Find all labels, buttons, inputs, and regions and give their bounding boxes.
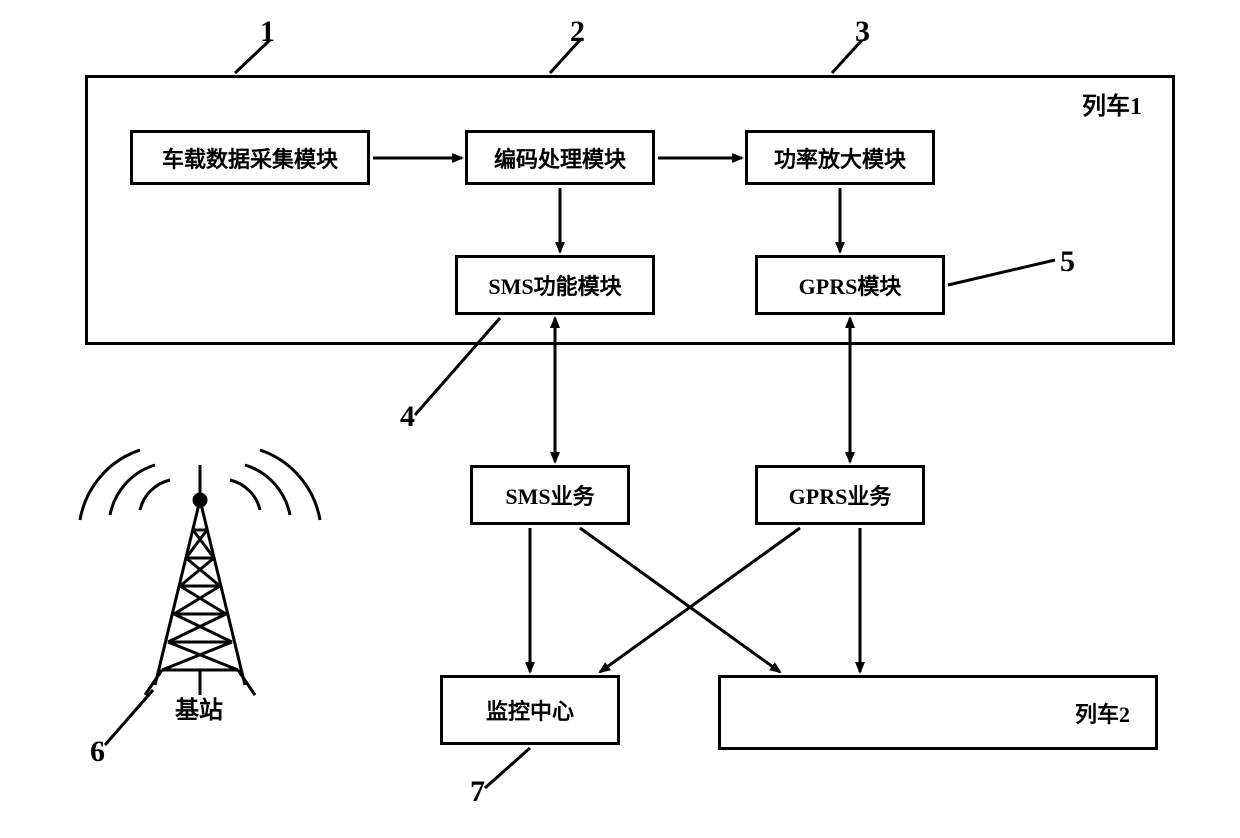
box-train2: 列车2 <box>718 675 1158 750</box>
num-4: 4 <box>400 400 415 434</box>
num-1: 1 <box>260 15 275 49</box>
box-sms-func: SMS功能模块 <box>455 255 655 315</box>
train2-label: 列车2 <box>1075 697 1130 729</box>
box-monitor-label: 监控中心 <box>486 694 574 726</box>
num-2: 2 <box>570 15 585 49</box>
base-station-label: 基站 <box>175 690 223 725</box>
box-data-acquisition-label: 车载数据采集模块 <box>162 142 338 174</box>
box-data-acquisition: 车载数据采集模块 <box>130 130 370 185</box>
num-5: 5 <box>1060 245 1075 279</box>
box-sms-func-label: SMS功能模块 <box>488 269 621 301</box>
box-monitor: 监控中心 <box>440 675 620 745</box>
box-gprs-svc-label: GPRS业务 <box>789 479 892 511</box>
box-gprs-mod: GPRS模块 <box>755 255 945 315</box>
box-power-amp-label: 功率放大模块 <box>774 142 906 174</box>
box-gprs-mod-label: GPRS模块 <box>799 269 902 301</box>
box-encode-label: 编码处理模块 <box>494 142 626 174</box>
box-sms-svc: SMS业务 <box>470 465 630 525</box>
tower-icon <box>80 450 320 695</box>
box-power-amp: 功率放大模块 <box>745 130 935 185</box>
box-sms-svc-label: SMS业务 <box>505 479 594 511</box>
box-encode: 编码处理模块 <box>465 130 655 185</box>
num-3: 3 <box>855 15 870 49</box>
num-7: 7 <box>470 775 485 809</box>
box-gprs-svc: GPRS业务 <box>755 465 925 525</box>
train1-label: 列车1 <box>1082 86 1142 121</box>
num-6: 6 <box>90 735 105 769</box>
